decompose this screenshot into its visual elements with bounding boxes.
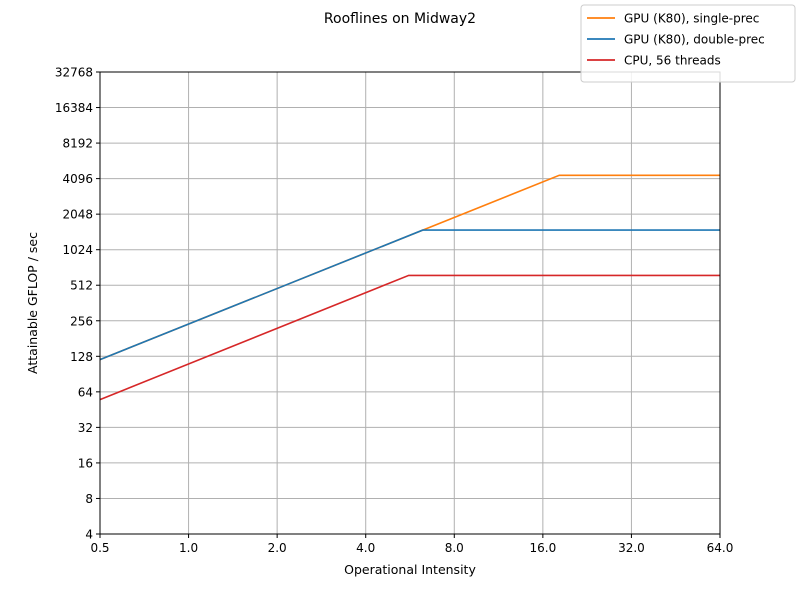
- series-lines: [99, 174, 720, 401]
- x-axis-label: Operational Intensity: [344, 562, 476, 577]
- y-tick-label: 4: [85, 528, 93, 542]
- y-axis-label: Attainable GFLOP / sec: [25, 232, 40, 374]
- y-tick-label: 32768: [55, 66, 93, 80]
- grid-lines: [99, 71, 721, 535]
- series-line: [99, 229, 720, 361]
- y-tick-label: 16384: [55, 101, 93, 115]
- legend-label: GPU (K80), double-prec: [624, 33, 765, 47]
- y-tick-label: 64: [78, 385, 93, 399]
- x-tick-label: 16.0: [529, 541, 556, 555]
- legend: GPU (K80), single-prec GPU (K80), double-…: [580, 4, 796, 83]
- y-tick-label: 4096: [62, 172, 93, 186]
- legend-label: GPU (K80), single-prec: [624, 12, 759, 26]
- legend-label: CPU, 56 threads: [624, 54, 721, 68]
- y-tick-label: 16: [78, 456, 93, 470]
- x-axis-ticks: 0.5 1.0 2.0 4.0 8.0 16.0 32.0 64.0: [90, 534, 733, 555]
- x-tick-label: 0.5: [90, 541, 109, 555]
- x-tick-label: 32.0: [618, 541, 645, 555]
- y-tick-label: 8: [85, 492, 93, 506]
- y-tick-label: 2048: [62, 208, 93, 222]
- x-tick-label: 4.0: [356, 541, 375, 555]
- x-tick-label: 64.0: [707, 541, 734, 555]
- y-axis-ticks: 4 8 16 32 64 128 256 512 1024 2048 4096 8192 16384 32…: [55, 66, 100, 542]
- x-tick-label: 2.0: [268, 541, 287, 555]
- y-tick-label: 512: [70, 279, 93, 293]
- y-tick-label: 256: [70, 314, 93, 328]
- series-line: [99, 274, 720, 401]
- series-line: [99, 174, 720, 361]
- x-tick-label: 1.0: [179, 541, 198, 555]
- y-tick-label: 32: [78, 421, 93, 435]
- x-tick-label: 8.0: [445, 541, 464, 555]
- chart-title: Rooflines on Midway2: [324, 11, 476, 27]
- y-tick-label: 1024: [62, 243, 93, 257]
- y-tick-label: 8192: [62, 137, 93, 151]
- legend-box: [580, 4, 796, 83]
- y-tick-label: 128: [70, 350, 93, 364]
- plot-frame: [99, 71, 721, 535]
